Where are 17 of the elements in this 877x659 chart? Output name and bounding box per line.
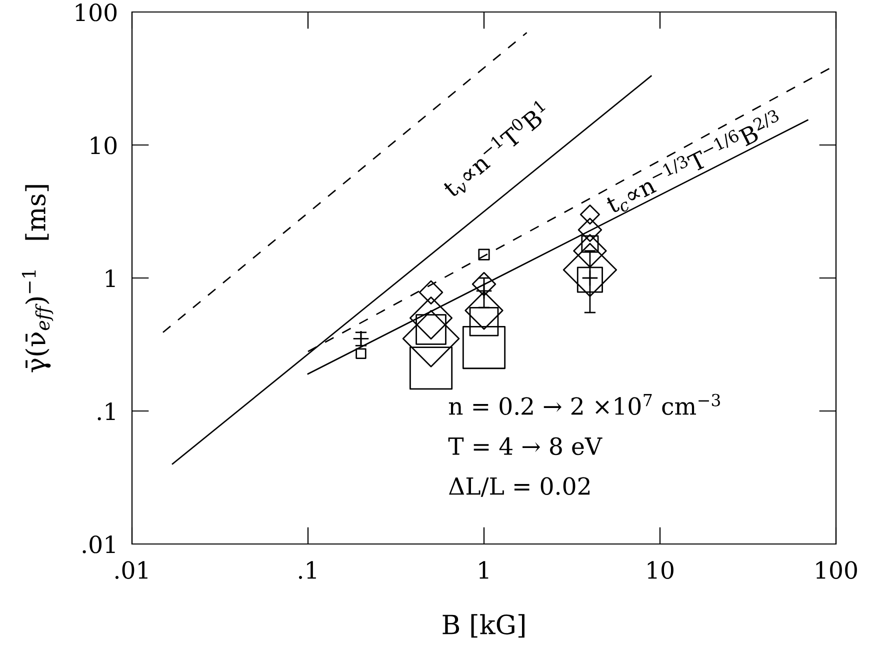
y-tick-label: .01 — [82, 535, 115, 554]
annotation: t$_{v}$∝n$^{−1}$T$^{0}$B$^{1}$ — [439, 100, 554, 201]
y-tick-label: 10 — [90, 136, 117, 154]
y-tick-label: .1 — [98, 402, 115, 420]
annotation: t$_{c}$∝n$^{−1/3}$T$^{−1/6}$B$^{2/3}$ — [603, 108, 786, 217]
x-tick-label: 10 — [648, 561, 674, 579]
x-axis-title: B [kG] — [442, 614, 524, 638]
annotation: ΔL/L = 0.02 — [448, 477, 590, 497]
annotation: T = 4 → 8 eV — [448, 437, 602, 456]
annotation: n = 0.2 → 2 ×10$^{7}$ cm$^{−3}$ — [448, 394, 720, 416]
x-tick-label: .01 — [115, 561, 148, 579]
x-tick-label: 1 — [479, 561, 488, 579]
x-tick-label: 100 — [816, 561, 857, 579]
text: γ̄(ν̄$_{eff}$)$^{−1}$ [ms] — [22, 185, 54, 372]
y-tick-label: 1 — [106, 269, 115, 287]
x-tick-label: .1 — [298, 561, 316, 579]
y-tick-label: 100 — [76, 3, 117, 22]
